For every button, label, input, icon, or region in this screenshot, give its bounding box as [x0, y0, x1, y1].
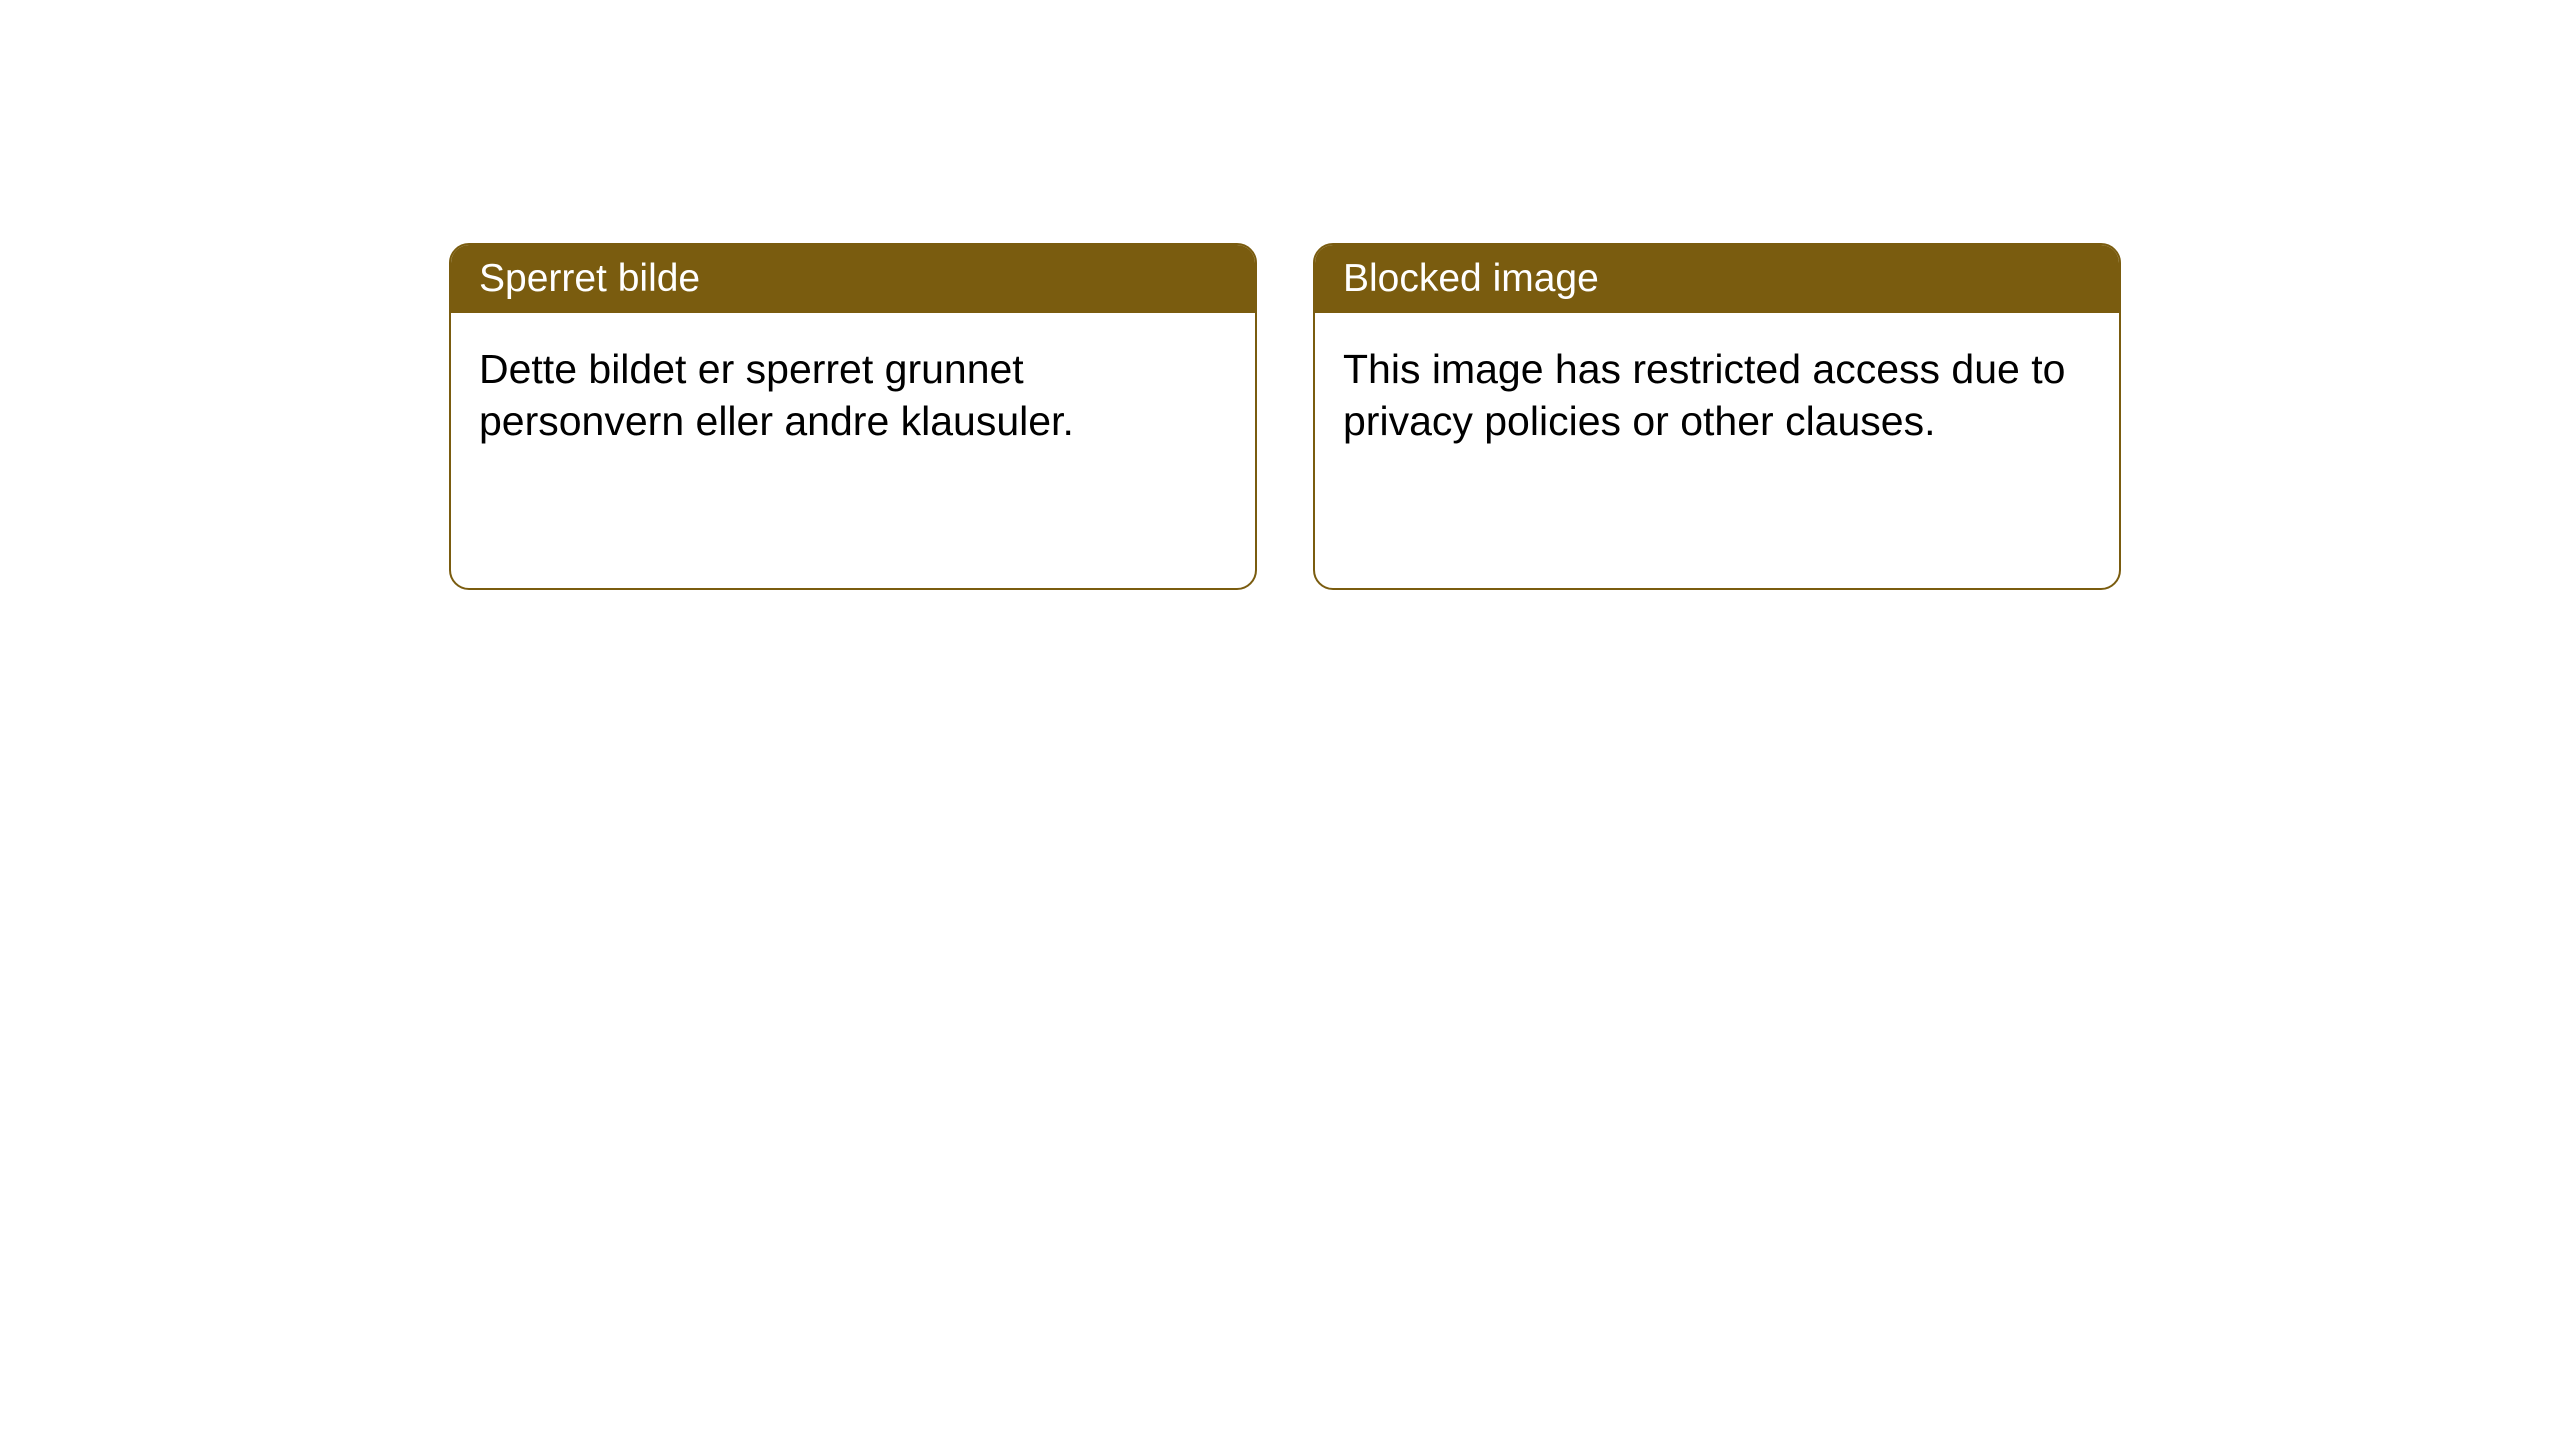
- notice-title: Sperret bilde: [479, 257, 700, 300]
- notice-body: Dette bildet er sperret grunnet personve…: [451, 313, 1255, 588]
- notice-body: This image has restricted access due to …: [1315, 313, 2119, 588]
- notice-container: Sperret bilde Dette bildet er sperret gr…: [0, 0, 2560, 590]
- notice-title: Blocked image: [1343, 257, 1599, 300]
- notice-header: Blocked image: [1315, 245, 2119, 313]
- notice-text: This image has restricted access due to …: [1343, 346, 2065, 444]
- notice-header: Sperret bilde: [451, 245, 1255, 313]
- notice-card-norwegian: Sperret bilde Dette bildet er sperret gr…: [449, 243, 1257, 590]
- notice-card-english: Blocked image This image has restricted …: [1313, 243, 2121, 590]
- notice-text: Dette bildet er sperret grunnet personve…: [479, 346, 1074, 444]
